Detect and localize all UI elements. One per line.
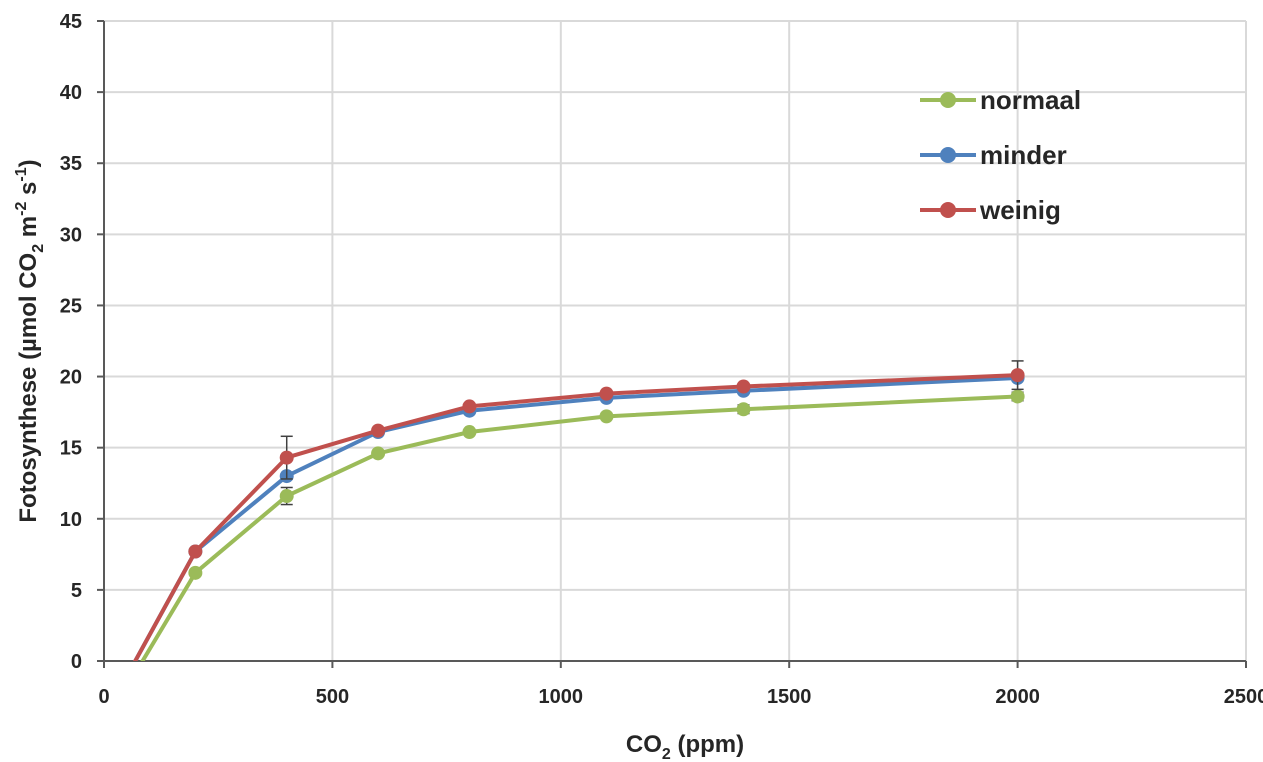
data-point bbox=[1010, 389, 1025, 404]
grid bbox=[104, 20, 1247, 661]
y-tick-label: 0 bbox=[71, 651, 82, 673]
y-tick-label: 20 bbox=[60, 367, 82, 389]
y-tick-label: 45 bbox=[60, 11, 82, 33]
y-tick-labels: 0 5 10 15 20 25 30 35 40 45 bbox=[60, 11, 82, 673]
axes bbox=[97, 20, 1247, 668]
data-point bbox=[279, 489, 294, 504]
legend-item-normaal: normaal bbox=[920, 85, 1081, 115]
series-minder bbox=[132, 370, 1025, 661]
x-tick-label: 2500 bbox=[1224, 686, 1263, 708]
x-axis-title: CO2 (ppm) bbox=[626, 731, 744, 762]
y-tick-label: 15 bbox=[60, 438, 82, 460]
y-axis-title: Fotosynthese (µmol CO2 m-2 s-1) bbox=[13, 159, 47, 522]
legend-item-minder: minder bbox=[920, 140, 1067, 170]
y-tick-label: 10 bbox=[60, 509, 82, 531]
x-tick-label: 2000 bbox=[995, 686, 1040, 708]
y-tick-label: 25 bbox=[60, 295, 82, 317]
data-point bbox=[736, 402, 751, 417]
legend-label: minder bbox=[980, 140, 1067, 170]
data-point bbox=[371, 423, 386, 438]
data-point bbox=[188, 544, 203, 559]
x-tick-label: 1000 bbox=[539, 686, 584, 708]
series-line bbox=[132, 376, 1018, 661]
x-tick-label: 1500 bbox=[767, 686, 812, 708]
y-tick-label: 30 bbox=[60, 224, 82, 246]
data-point bbox=[371, 446, 386, 461]
x-tick-label: 0 bbox=[98, 686, 109, 708]
series-normaal bbox=[140, 389, 1025, 661]
series-line bbox=[132, 373, 1018, 661]
legend-label: weinig bbox=[979, 195, 1061, 225]
y-tick-label: 40 bbox=[60, 82, 82, 104]
y-tick-label: 35 bbox=[60, 153, 82, 175]
legend: normaal minder weinig bbox=[920, 85, 1081, 225]
data-point bbox=[462, 399, 477, 414]
y-tick-label: 5 bbox=[71, 580, 82, 602]
legend-swatch-marker bbox=[940, 92, 956, 108]
legend-label: normaal bbox=[980, 85, 1081, 115]
series-line bbox=[140, 394, 1018, 661]
series-weinig bbox=[132, 360, 1025, 661]
series-group bbox=[132, 360, 1025, 661]
data-point bbox=[599, 409, 614, 424]
data-point bbox=[1010, 368, 1025, 383]
legend-item-weinig: weinig bbox=[920, 195, 1061, 225]
data-point bbox=[462, 425, 477, 440]
x-tick-label: 500 bbox=[316, 686, 349, 708]
x-tick-labels: 0 500 1000 1500 2000 2500 bbox=[98, 686, 1263, 708]
data-point bbox=[736, 379, 751, 394]
data-point bbox=[279, 450, 294, 465]
data-point bbox=[599, 386, 614, 401]
legend-swatch-marker bbox=[940, 202, 956, 218]
data-point bbox=[188, 565, 203, 580]
legend-swatch-marker bbox=[940, 147, 956, 163]
